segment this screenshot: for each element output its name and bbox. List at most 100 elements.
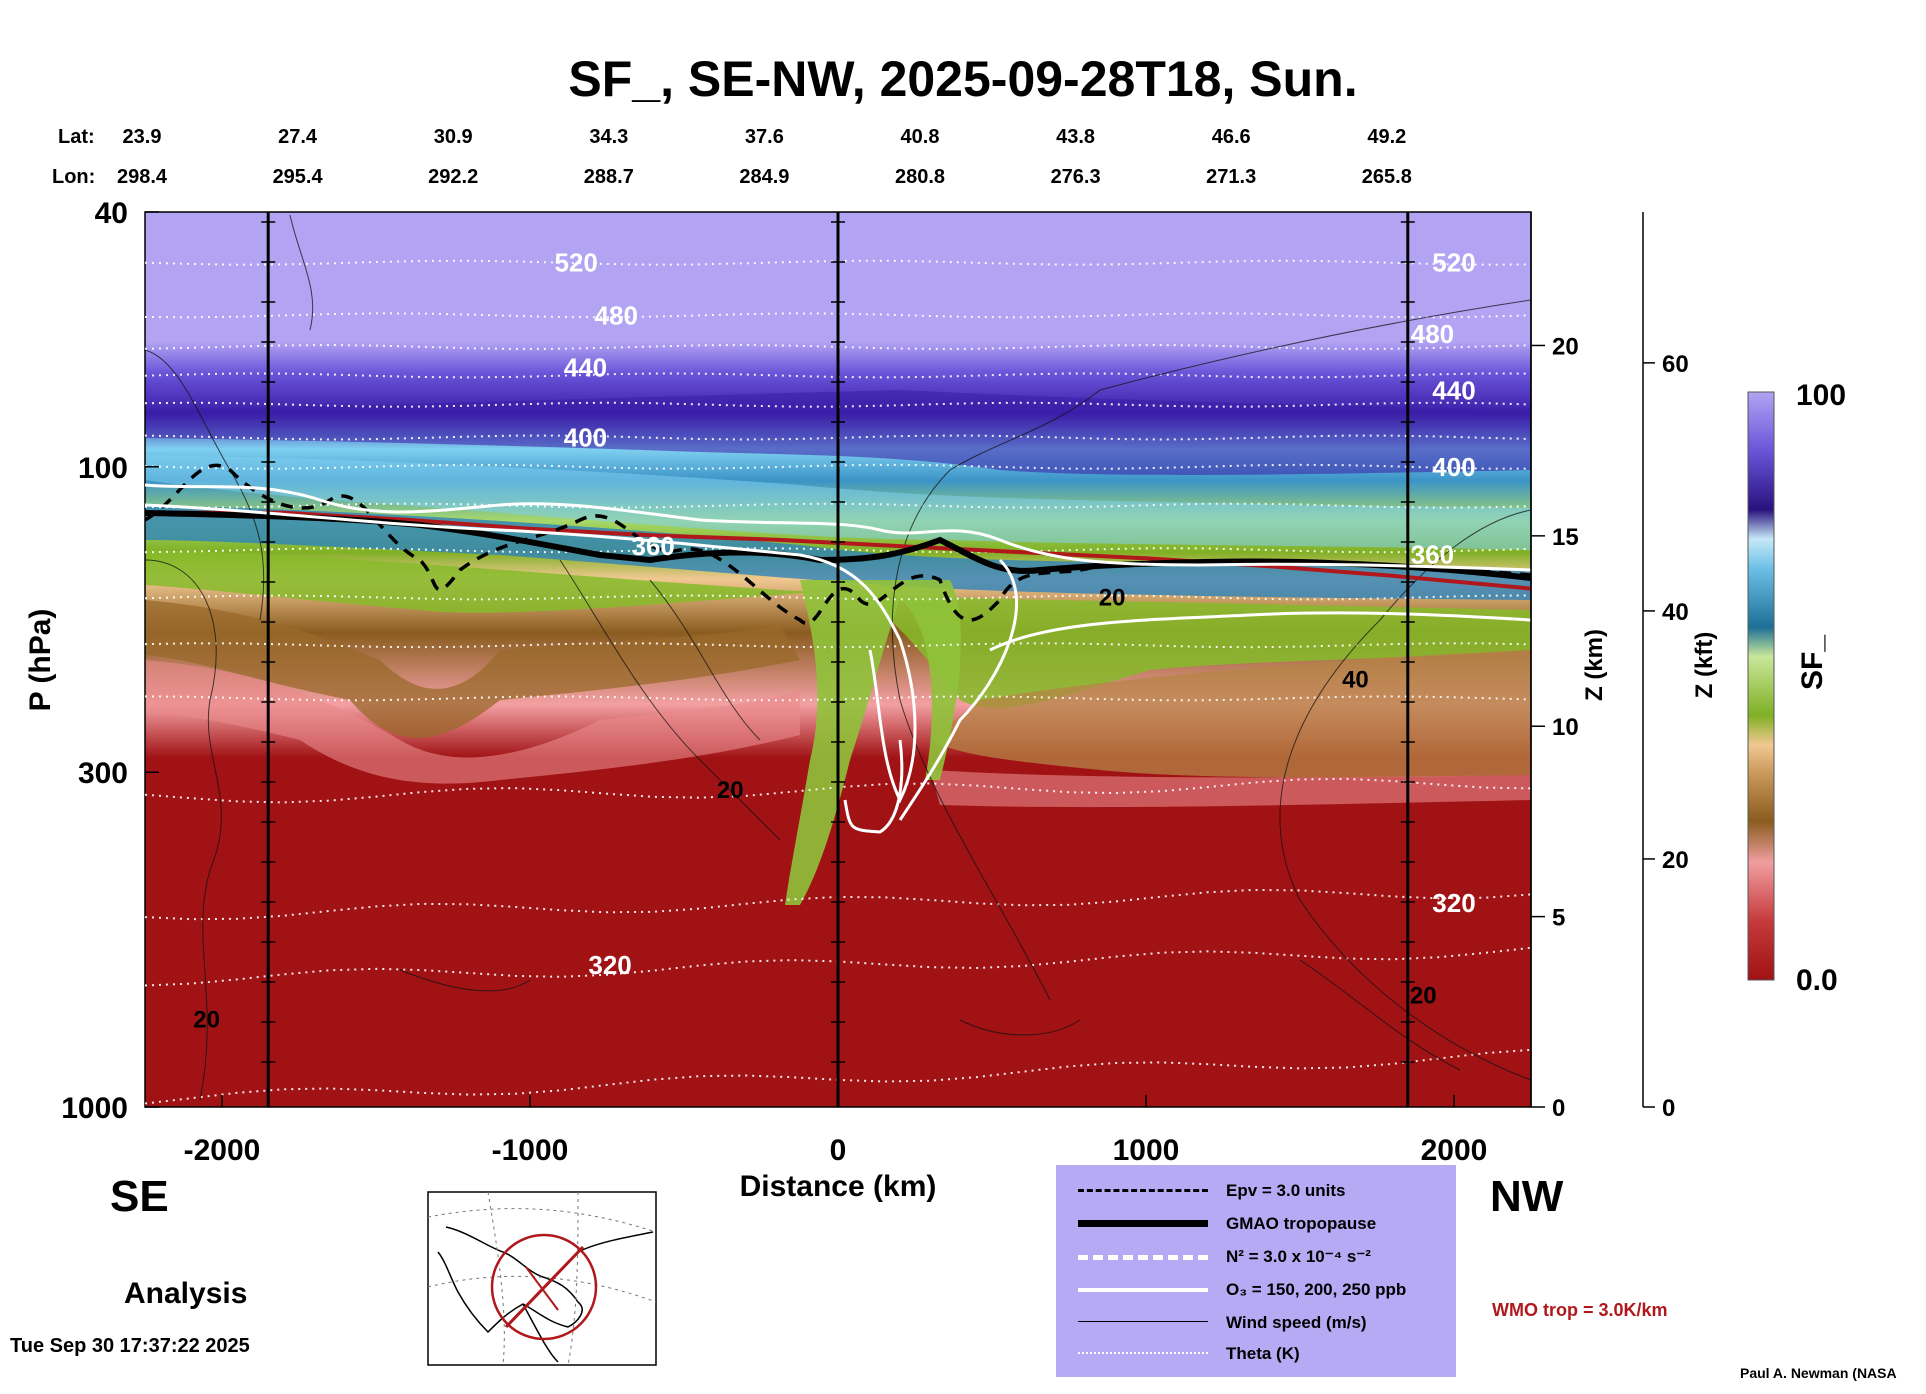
theta-contour-label: 360 (632, 531, 675, 561)
ozone-contour (843, 739, 904, 834)
lat-value: 34.3 (589, 126, 628, 148)
z-kft-axis-label: Z (kft) (1691, 632, 1718, 699)
colorbar-min-label: 0.0 (1796, 964, 1838, 997)
pink-layer-left (145, 660, 800, 784)
lat-value: 46.6 (1212, 126, 1251, 148)
z-km-tick-label: 10 (1552, 714, 1579, 741)
lat-value: 30.9 (434, 126, 473, 148)
legend-label-epv: Epv = 3.0 units (1226, 1181, 1346, 1200)
brown-layer (145, 600, 800, 738)
legend-box: Epv = 3.0 units GMAO tropopause N² = 3.0… (1056, 1165, 1456, 1377)
map-graticule (427, 1191, 657, 1366)
legend-swatch-n2 (1078, 1255, 1208, 1260)
lat-value: 27.4 (278, 126, 318, 148)
theta-contour-label: 400 (564, 422, 607, 452)
colorbar-max-label: 100 (1796, 379, 1846, 412)
pink-layer-right (930, 770, 1531, 808)
lon-value: 288.7 (584, 166, 634, 188)
wind-speed-contour (1279, 509, 1531, 1081)
theta-contour-label: 320 (1432, 888, 1475, 918)
legend-item-o3: O₃ = 150, 200, 250 ppb (1056, 1276, 1456, 1306)
lon-value: 292.2 (428, 166, 478, 188)
lat-row-label: Lat: (58, 126, 95, 148)
lat-value: 40.8 (901, 126, 940, 148)
lon-value: 265.8 (1362, 166, 1412, 188)
p-tick-label: 1000 (61, 1092, 128, 1125)
theta-contour-label: 520 (555, 248, 598, 278)
legend-item-epv: Epv = 3.0 units (1056, 1177, 1456, 1207)
z-km-tick-label: 15 (1552, 524, 1579, 551)
green-layer (145, 550, 1531, 709)
lat-value: 37.6 (745, 126, 784, 148)
direction-right-label: NW (1490, 1172, 1564, 1221)
z-kft-tick-label: 40 (1662, 599, 1689, 626)
lon-value: 295.4 (273, 166, 324, 188)
legend-label-theta: Theta (K) (1226, 1344, 1300, 1363)
legend-swatch-wind-speed (1078, 1321, 1208, 1322)
x-tick-label: -1000 (492, 1134, 569, 1167)
wind-speed-contour (399, 969, 531, 992)
lon-value: 276.3 (1051, 166, 1101, 188)
p-axis-label: P (hPa) (24, 609, 57, 712)
z-kft-tick-label: 20 (1662, 847, 1689, 874)
legend-item-n2: N² = 3.0 x 10⁻⁴ s⁻² (1056, 1243, 1456, 1273)
legend-label-gmao-tropopause: GMAO tropopause (1226, 1214, 1377, 1233)
map-transect-line-cross (525, 1266, 559, 1311)
x-tick-label: -2000 (184, 1134, 261, 1167)
wind-contour-label: 20 (1099, 584, 1126, 611)
theta-contour-label: 440 (564, 353, 607, 383)
legend-swatch-theta (1078, 1352, 1208, 1354)
p-tick-label: 100 (78, 452, 128, 485)
theta-contour-label: 520 (1432, 248, 1475, 278)
wind-speed-contour (559, 559, 781, 841)
lat-value: 43.8 (1056, 126, 1095, 148)
legend-swatch-epv (1078, 1189, 1208, 1192)
ozone-contour (145, 483, 1531, 572)
colorbar-title: SF_ (1796, 635, 1829, 690)
legend-item-gmao-tropopause: GMAO tropopause (1056, 1210, 1456, 1240)
legend-label-wind-speed: Wind speed (m/s) (1226, 1313, 1367, 1332)
lon-value: 280.8 (895, 166, 945, 188)
wind-speed-contour (959, 1019, 1081, 1036)
inset-map (427, 1191, 657, 1366)
x-tick-label: 1000 (1113, 1134, 1180, 1167)
lon-value: 284.9 (739, 166, 789, 188)
z-kft-tick-label: 0 (1662, 1095, 1675, 1122)
credit-label: Paul A. Newman (NASA (1740, 1365, 1897, 1381)
lat-value: 49.2 (1367, 126, 1406, 148)
legend-label-n2: N² = 3.0 x 10⁻⁴ s⁻² (1226, 1247, 1371, 1266)
wmo-label: WMO trop = 3.0K/km (1492, 1300, 1668, 1320)
wind-speed-contour (145, 559, 222, 1101)
map-range-circle (490, 1233, 598, 1341)
map-transect-line (504, 1245, 585, 1329)
wind-speed-contour (649, 579, 761, 741)
p-tick-label: 300 (78, 757, 128, 790)
colorbar (1747, 391, 1775, 981)
analysis-label: Analysis (124, 1277, 248, 1310)
wind-contour-label: 20 (193, 1006, 220, 1033)
legend-label-o3: O₃ = 150, 200, 250 ppb (1226, 1280, 1407, 1299)
wind-contour-label: 20 (717, 777, 744, 804)
theta-contour-label: 400 (1432, 452, 1475, 482)
tropopause-fold (785, 580, 961, 905)
wind-speed-contour (289, 214, 314, 331)
z-km-tick-label: 5 (1552, 905, 1565, 932)
lon-value: 298.4 (117, 166, 168, 188)
z-km-axis-label: Z (km) (1581, 629, 1608, 701)
theta-contour-label: 480 (595, 300, 638, 330)
wind-contour-label: 20 (1410, 983, 1437, 1010)
theta-contour-label: 360 (1411, 539, 1454, 569)
legend-item-wind-speed: Wind speed (m/s) (1056, 1309, 1456, 1339)
lon-row-label: Lon: (52, 166, 95, 188)
legend-swatch-gmao-tropopause (1078, 1220, 1208, 1227)
wind-contour-label: 40 (1342, 667, 1369, 694)
lon-value: 271.3 (1206, 166, 1256, 188)
wind-speed-contour (1299, 959, 1461, 1071)
timestamp: Tue Sep 30 17:37:22 2025 (10, 1335, 250, 1357)
epv-contour (145, 463, 1531, 625)
chart-title: SF_, SE-NW, 2025-09-28T18, Sun. (568, 51, 1358, 107)
x-axis-label: Distance (km) (740, 1170, 937, 1203)
theta-contour-label: 440 (1432, 375, 1475, 405)
brown-layer-right (930, 650, 1531, 778)
